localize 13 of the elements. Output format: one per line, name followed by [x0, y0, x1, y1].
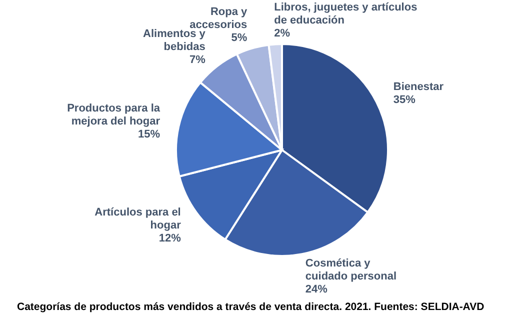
- slice-label: Bienestar: [393, 81, 444, 94]
- data-label: 15%: [138, 128, 160, 140]
- slice-label: Productos para la mejora del hogar: [67, 102, 161, 128]
- data-label: 35%: [393, 94, 416, 106]
- data-label: 24%: [305, 284, 328, 296]
- data-label: 12%: [158, 232, 182, 245]
- slice-label: Artículos para el hogar: [94, 206, 182, 232]
- text: Categorías de productos más vendidos a través de venta directa. 2021. Fuentes: SELDIA-AVD: [17, 301, 485, 313]
- slice-label: Libros, juguetes y artículos de educación: [274, 1, 418, 26]
- data-label: 2%: [274, 27, 290, 40]
- data-label: 7%: [189, 54, 206, 66]
- data-label: 5%: [231, 32, 248, 44]
- slice-label: Cosmética y cuidado personal: [305, 258, 396, 283]
